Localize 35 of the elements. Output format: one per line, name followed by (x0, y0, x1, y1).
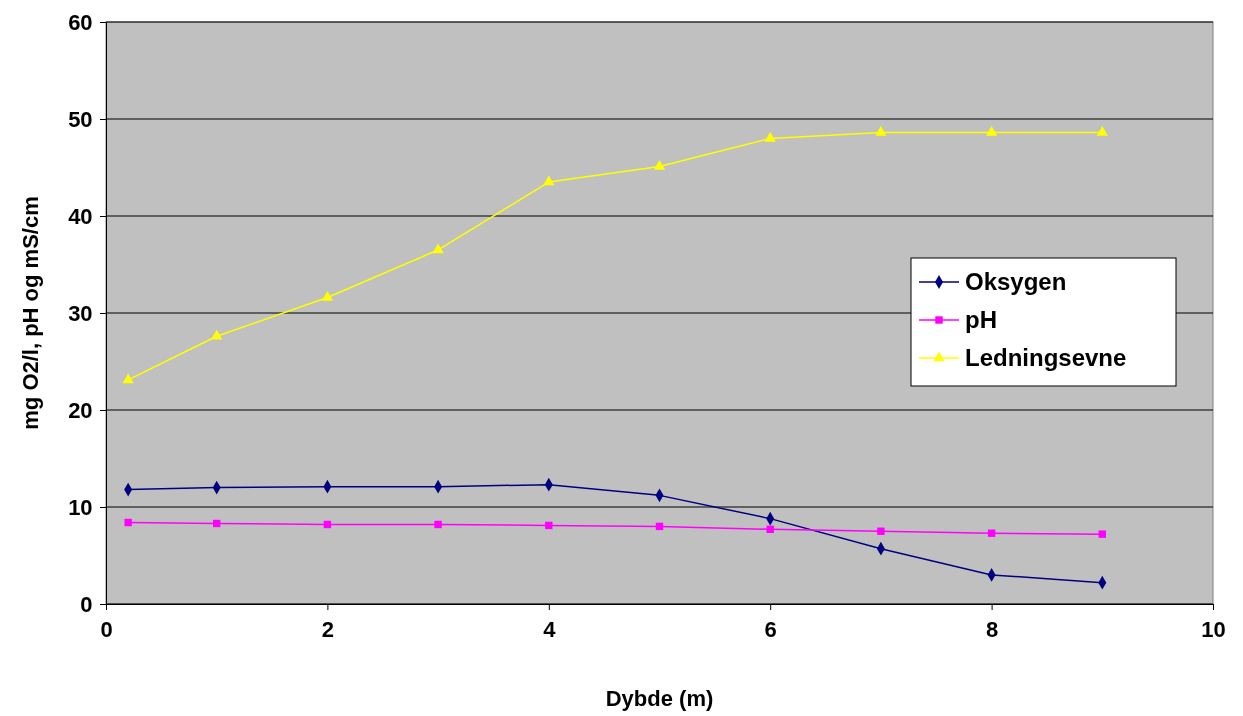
point (432, 243, 444, 254)
point (985, 126, 998, 136)
y-tick-label: 10 (68, 494, 93, 520)
point (653, 160, 666, 170)
y-tick-label: 0 (80, 591, 93, 617)
point (766, 525, 774, 534)
x-tick-label: 2 (321, 617, 335, 643)
point (211, 329, 223, 340)
point (122, 373, 134, 384)
x-axis-title: Dybde (m) (605, 686, 714, 711)
point (764, 131, 776, 142)
x-tick-label: 6 (764, 617, 777, 643)
y-tick-label: 20 (68, 397, 93, 423)
point (543, 175, 555, 186)
point (987, 529, 996, 537)
x-tick-label: 8 (985, 617, 999, 643)
legend-label: Oksygen (965, 268, 1067, 295)
x-tick-label: 10 (1201, 617, 1226, 643)
point (875, 126, 887, 136)
point (321, 290, 334, 301)
point (545, 521, 553, 530)
y-tick-label: 40 (68, 203, 93, 229)
point (124, 518, 132, 527)
point (434, 520, 442, 529)
point (1098, 530, 1107, 538)
y-tick-label: 50 (68, 106, 93, 132)
point (877, 527, 885, 535)
x-tick-label: 0 (100, 617, 113, 643)
y-tick-label: 60 (68, 9, 93, 35)
y-tick-label: 30 (68, 300, 93, 326)
x-tick-label: 4 (543, 617, 557, 643)
legend-label: Ledningsevne (965, 344, 1127, 371)
point (1096, 126, 1108, 136)
y-axis-title: mg O2/l, pH og mS/cm (18, 196, 43, 430)
legend-label: pH (965, 306, 997, 333)
